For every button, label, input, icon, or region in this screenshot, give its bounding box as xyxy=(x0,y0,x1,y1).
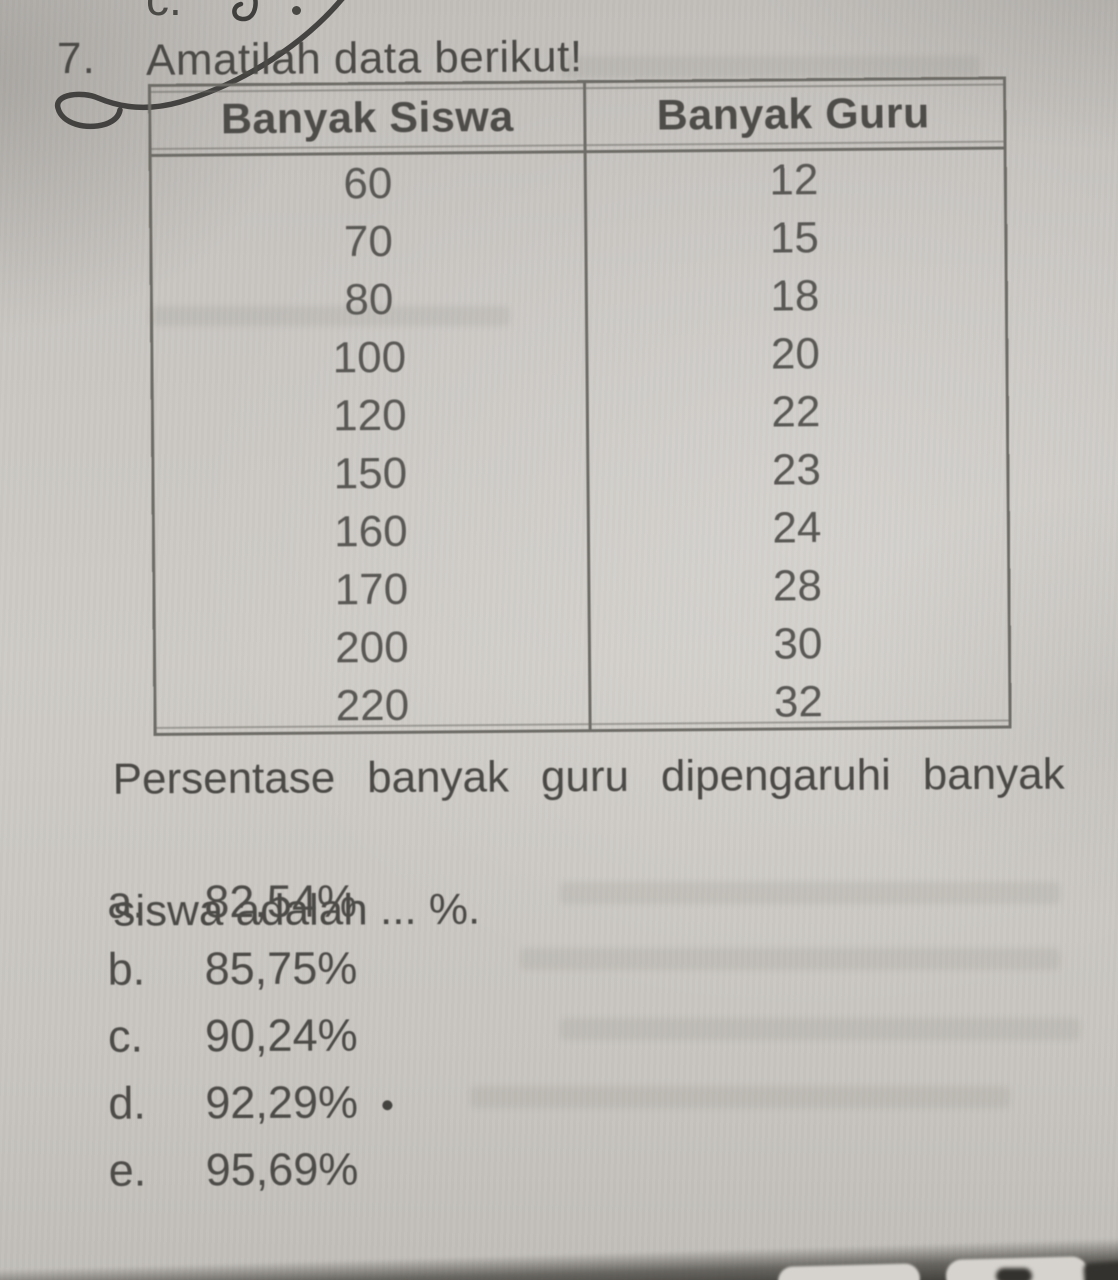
table-row: 70 15 xyxy=(152,208,1004,273)
scan-smudge xyxy=(560,882,1060,904)
pen-checkmark xyxy=(55,0,345,130)
cell-siswa: 160 xyxy=(333,506,408,557)
cell-siswa: 120 xyxy=(332,390,407,441)
question-number: 7. xyxy=(56,33,96,84)
option-e: e. 95,69% xyxy=(109,1135,393,1203)
cell-guru: 30 xyxy=(773,619,823,669)
option-letter: a. xyxy=(107,876,145,928)
cell-siswa: 60 xyxy=(343,158,393,209)
table-row: 200 30 xyxy=(156,614,1008,679)
option-letter: c. xyxy=(107,1010,144,1062)
cutoff-chip-1 xyxy=(777,1263,921,1280)
table-row: 220 32 xyxy=(156,672,1008,737)
cell-guru: 15 xyxy=(769,213,820,263)
table-body: 60 12 70 15 80 18 100 20 120 22 150 23 160 24 1… xyxy=(152,150,1009,737)
question-line-1: Persentase banyak guru dipengaruhi banya… xyxy=(112,749,1065,804)
cell-guru: 32 xyxy=(773,677,824,727)
cell-guru: 22 xyxy=(771,387,821,437)
pen-dot-after-option-d xyxy=(381,1099,393,1110)
col-header-banyak-siswa: Banyak Siswa xyxy=(220,92,514,144)
cell-siswa: 100 xyxy=(332,332,407,383)
option-b: b. 85,75% xyxy=(107,934,391,1002)
table-row: 60 12 xyxy=(152,150,1004,215)
pen-squiggle-mark xyxy=(232,0,258,22)
scan-smudge xyxy=(520,948,1060,970)
data-table: Banyak Siswa Banyak Guru 60 12 70 15 80 18 … xyxy=(148,76,1012,737)
scan-smudge xyxy=(560,1018,1080,1040)
cell-siswa: 200 xyxy=(334,622,409,673)
option-d: d. 92,29% xyxy=(108,1068,393,1136)
table-row: 120 22 xyxy=(154,382,1006,447)
option-c: c. 90,24% xyxy=(108,1001,392,1069)
cell-guru: 24 xyxy=(772,503,822,553)
table-row: 160 24 xyxy=(155,498,1007,563)
cell-guru: 20 xyxy=(770,329,821,379)
option-letter: d. xyxy=(108,1077,147,1129)
cell-guru: 12 xyxy=(769,155,819,205)
scan-smudge xyxy=(470,1086,1010,1108)
cutoff-period-dot xyxy=(292,6,301,15)
option-value: 95,69% xyxy=(205,1142,359,1195)
corner-dark-patch xyxy=(1083,1260,1118,1280)
option-value: 82,54% xyxy=(204,874,358,927)
cell-guru: 18 xyxy=(770,271,820,321)
cell-siswa: 70 xyxy=(343,216,394,267)
table-row: 150 23 xyxy=(154,440,1006,505)
col-header-banyak-guru: Banyak Guru xyxy=(656,89,931,140)
option-value: 85,75% xyxy=(204,941,358,994)
option-value: 92,29% xyxy=(205,1075,359,1128)
cell-siswa: 170 xyxy=(334,564,409,615)
cell-guru: 28 xyxy=(772,561,823,611)
scan-smudge xyxy=(150,306,510,326)
cell-guru: 23 xyxy=(771,445,822,495)
cutoff-option-letter: c. xyxy=(146,0,182,24)
options-list: a. 82,54% b. 85,75% c. 90,24% d. 92,29% … xyxy=(107,867,393,1203)
option-letter: e. xyxy=(108,1144,147,1196)
option-a: a. 82,54% xyxy=(107,867,391,935)
table-header-row: Banyak Siswa Banyak Guru xyxy=(151,79,1004,157)
question-title: Amatilah data berikut! xyxy=(145,32,583,85)
option-value: 90,24% xyxy=(204,1008,358,1061)
table-row: 170 28 xyxy=(155,556,1007,621)
table-row: 100 20 xyxy=(153,324,1005,389)
cell-siswa: 150 xyxy=(333,448,408,499)
scan-smudge xyxy=(560,56,980,78)
option-letter: b. xyxy=(107,943,146,995)
cell-siswa: 220 xyxy=(335,680,410,731)
corner-dark-patch xyxy=(996,1268,1032,1280)
